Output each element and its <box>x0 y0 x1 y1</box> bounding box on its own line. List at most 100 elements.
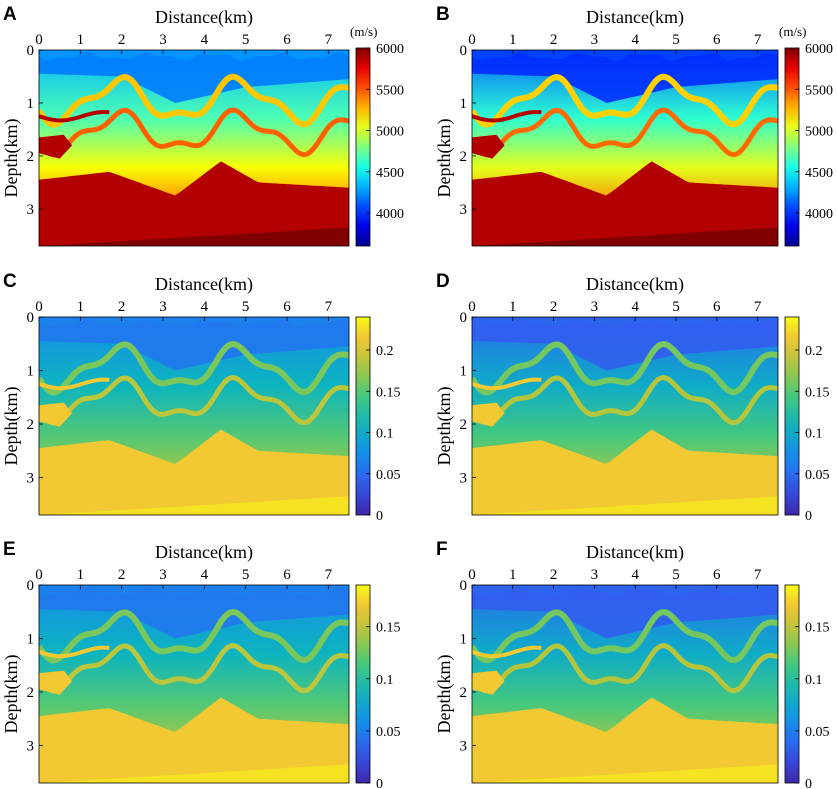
y-tick-label: 0 <box>460 310 468 326</box>
colorbar-tick-label: 4500 <box>805 166 833 181</box>
reflector-left <box>39 110 110 123</box>
axes-frame <box>471 49 779 247</box>
colorbar-tick-label: 6000 <box>376 42 404 57</box>
plot-area <box>39 317 349 515</box>
y-tick-label: 1 <box>27 96 35 112</box>
x-tick-label: 2 <box>118 299 126 315</box>
x-tick-label: 1 <box>509 299 517 315</box>
reflector-left <box>472 645 542 659</box>
colorbar-tick-label: 0 <box>376 777 383 789</box>
water-layer <box>39 317 349 328</box>
plot-area <box>39 50 349 246</box>
y-tick-label: 1 <box>460 364 468 380</box>
x-axis-title: Distance(km) <box>586 542 684 563</box>
x-tick-label: 4 <box>201 299 209 315</box>
y-tick-label: 2 <box>460 149 468 165</box>
colorbar-tick-label: 0.2 <box>805 344 823 359</box>
shallow-layer <box>39 52 349 103</box>
high-velocity-wedge <box>472 670 505 695</box>
basement-wedge <box>472 227 778 246</box>
colorbar-tick-label: 6000 <box>805 42 833 57</box>
high-velocity-wedge <box>472 402 505 427</box>
shallow-layer <box>472 52 778 103</box>
basement-wedge <box>472 496 778 515</box>
x-axis-title: Distance(km) <box>586 7 684 28</box>
colorbar-unit: (m/s) <box>779 24 806 39</box>
x-tick-label: 6 <box>283 567 291 583</box>
basement-wedge <box>472 764 778 783</box>
reflector-lower <box>39 107 349 158</box>
water-layer <box>472 317 778 328</box>
y-tick-label: 3 <box>460 739 468 755</box>
x-tick-label: 4 <box>631 32 639 48</box>
colorbar-tick-label: 5500 <box>376 83 404 98</box>
x-tick-label: 1 <box>509 32 517 48</box>
panel-label: F <box>436 539 448 560</box>
colorbar-tick-label: 0.15 <box>376 385 401 400</box>
x-tick-label: 5 <box>672 299 680 315</box>
chart-panel-f: 0 1 2 3 4 5 6 70123Distance(km)Depth(km)F00.050… <box>434 539 830 789</box>
colorbar-tick-label: 4000 <box>376 207 404 222</box>
x-tick-label: 4 <box>201 567 209 583</box>
axes-frame <box>38 316 350 516</box>
x-tick-label: 5 <box>242 299 250 315</box>
x-tick-label: 3 <box>159 299 167 315</box>
y-tick-label: 3 <box>27 202 35 218</box>
water-layer <box>472 585 778 596</box>
chart-panel-c: 0 1 2 3 4 5 6 70123Distance(km)Depth(km)C00.050… <box>1 271 401 524</box>
chart-panel-a: 0 1 2 3 4 5 6 7 0 1 2 3 Distance(km) Depth(km) A 4000 45… <box>1 4 404 247</box>
plot-area <box>472 50 778 246</box>
panel-label: E <box>3 539 16 560</box>
reflector-upper <box>39 73 349 128</box>
x-tick-label: 7 <box>325 299 333 315</box>
plot-area <box>472 317 778 515</box>
axes-frame <box>471 316 779 516</box>
colorbar-gradient <box>784 584 800 784</box>
x-tick-label: 6 <box>713 299 721 315</box>
x-tick-label: 0 <box>35 32 43 48</box>
y-tick-label: 1 <box>460 632 468 648</box>
reflector-upper <box>472 73 778 128</box>
x-tick-label: 7 <box>754 567 762 583</box>
x-tick-label: 7 <box>325 567 333 583</box>
x-tick-label: 7 <box>754 299 762 315</box>
colorbar-tick-label: 4000 <box>805 207 833 222</box>
colorbar-tick-label: 0.1 <box>805 427 823 442</box>
reflector-lower <box>472 375 778 426</box>
x-axis-title: Distance(km) <box>155 7 253 28</box>
x-tick-label: 2 <box>550 32 558 48</box>
x-tick-label: 0 <box>468 299 476 315</box>
y-tick-label: 2 <box>460 417 468 433</box>
shallow-layer <box>472 587 778 639</box>
colorbar: 0 0.05 0.1 0.15 <box>784 584 830 789</box>
high-velocity-wedge <box>39 402 73 427</box>
reflector-lower <box>472 107 778 158</box>
colorbar-tick-label: 0 <box>376 509 383 524</box>
x-tick-label: 4 <box>631 567 639 583</box>
colorbar-gradient <box>784 47 800 247</box>
x-axis-title: Distance(km) <box>586 274 684 295</box>
colorbar-tick-label: 0.05 <box>805 725 830 740</box>
water-layer <box>39 50 349 61</box>
colorbar-gradient <box>355 584 371 784</box>
x-tick-label: 6 <box>283 299 291 315</box>
plot-area <box>39 585 349 783</box>
axes-frame <box>471 584 779 784</box>
x-tick-label: 0 <box>35 299 43 315</box>
colorbar-tick-label: 0.1 <box>805 673 823 688</box>
colorbar-tick-label: 4500 <box>376 166 404 181</box>
x-tick-label: 3 <box>591 299 599 315</box>
x-tick-label: 7 <box>754 32 762 48</box>
deep-high-velocity-body <box>39 429 349 515</box>
reflector-lower <box>472 643 778 694</box>
x-tick-label: 0 <box>35 567 43 583</box>
colorbar-tick-label: 5500 <box>805 83 833 98</box>
deep-high-velocity-body <box>472 429 778 515</box>
chart-panel-b: 0 1 2 3 4 5 6 7 0 1 2 3 Distance(km) Depth(km) B 4000 45… <box>434 4 833 247</box>
y-tick-label: 2 <box>27 149 35 165</box>
y-tick-label: 2 <box>27 417 35 433</box>
y-axis-title: Depth(km) <box>1 655 22 734</box>
x-axis-title: Distance(km) <box>155 274 253 295</box>
reflector-lower <box>39 643 349 694</box>
high-velocity-wedge <box>39 670 73 695</box>
